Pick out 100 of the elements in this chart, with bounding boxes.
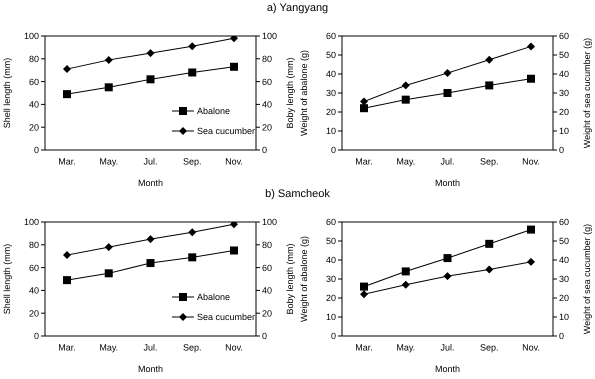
y-tick-label: 10 [326,126,336,136]
y-tick-label: 0 [330,145,336,156]
y2-tick-label: 10 [559,312,570,322]
y2-tick-label: 60 [559,217,570,228]
x-tick-label: Mar. [58,342,76,352]
y2-tick-label: 80 [262,54,272,64]
y2-tick-label: 40 [262,100,272,110]
y-tick-label: 50 [326,50,336,60]
y-tick-label: 60 [326,217,336,228]
point [485,266,494,274]
point [402,280,410,289]
point [444,272,452,280]
text: b) Samcheok [265,188,330,200]
y2-tick-label: 0 [262,145,268,156]
legend-label: Abalone [197,106,230,116]
y-tick-label: 40 [326,69,336,80]
y2-axis-title: Weight of sea cucumber (g) [582,38,592,148]
point [63,276,71,284]
point [444,69,452,78]
point [188,42,196,50]
point [146,235,154,244]
point [104,243,113,252]
y2-tick-label: 20 [559,293,570,304]
x-tick-label: Sep. [182,342,202,352]
x-tick-label: May. [396,156,416,166]
x-tick-label: Jul. [143,342,158,352]
y-tick-label: 80 [28,240,39,250]
y2-tick-label: 30 [559,88,570,98]
point [485,81,494,90]
y2-tick-label: 10 [559,126,570,136]
point [527,226,535,234]
y2-tick-label: 50 [559,236,570,246]
point [230,36,238,42]
point [402,96,410,104]
y2-tick-label: 80 [262,240,272,250]
y2-tick-label: 0 [559,145,564,156]
x-tick-label: Jul. [440,156,455,166]
y-tick-label: 20 [326,107,336,118]
point [444,254,452,262]
y-tick-label: 40 [326,255,336,266]
y-tick-label: 60 [28,76,39,87]
x-tick-label: Mar. [58,156,76,166]
x-tick-label: Sep. [480,156,499,166]
y-axis-title: Shell length (mm) [2,244,12,314]
legend-label: Abalone [197,292,230,302]
y2-tick-label: 60 [262,262,272,273]
y-axis-title: Weight of abalone (g) [299,50,310,136]
y-tick-label: 0 [34,331,39,342]
point [104,269,113,278]
point [104,56,113,64]
y2-tick-label: 40 [559,69,570,80]
y-tick-label: 50 [326,236,336,246]
point [63,90,71,98]
y2-tick-label: 40 [262,286,272,296]
point [444,89,452,97]
x-axis-title: Month [434,178,460,188]
point [63,65,71,74]
y2-tick-label: 60 [559,31,570,42]
y2-axis-title: Boby length (mm) [285,243,296,315]
point [230,246,238,254]
x-tick-label: Nov. [522,342,540,352]
y-tick-label: 30 [326,274,336,284]
point [188,253,196,262]
point [527,258,535,266]
y-tick-label: 20 [28,308,39,318]
y-axis-title: Shell length (mm) [2,58,12,128]
point [146,75,154,84]
y-tick-label: 40 [28,100,39,110]
y-tick-label: 100 [24,217,39,228]
y-tick-label: 0 [330,331,336,342]
x-axis-title: Month [434,364,460,374]
point [230,222,238,228]
point [527,42,535,50]
y-tick-label: 0 [34,145,39,156]
y-tick-label: 10 [326,312,336,322]
x-tick-label: Sep. [480,342,499,352]
y-tick-label: 20 [28,122,39,132]
x-axis-title: Month [138,364,164,374]
point [360,104,368,112]
x-axis-title: Month [138,178,164,188]
x-tick-label: Nov. [225,342,243,352]
x-tick-label: Mar. [355,156,373,166]
x-tick-label: May. [99,342,118,352]
point [485,240,494,248]
x-tick-label: Jul. [143,156,158,166]
y2-tick-label: 20 [559,107,570,118]
y2-tick-label: 100 [262,217,278,228]
point [527,74,535,83]
point [360,290,368,298]
y2-tick-label: 40 [559,255,570,266]
x-tick-label: Sep. [182,156,202,166]
y-axis-title: Weight of abalone (g) [299,236,310,322]
text: a) Yangyang [266,2,328,14]
y2-tick-label: 20 [262,308,272,318]
y-tick-label: 60 [28,262,39,273]
point [402,81,410,90]
y2-tick-label: 0 [559,331,564,342]
y2-tick-label: 0 [262,331,268,342]
legend-label: Sea cucumber [197,126,256,136]
y-tick-label: 80 [28,54,39,64]
